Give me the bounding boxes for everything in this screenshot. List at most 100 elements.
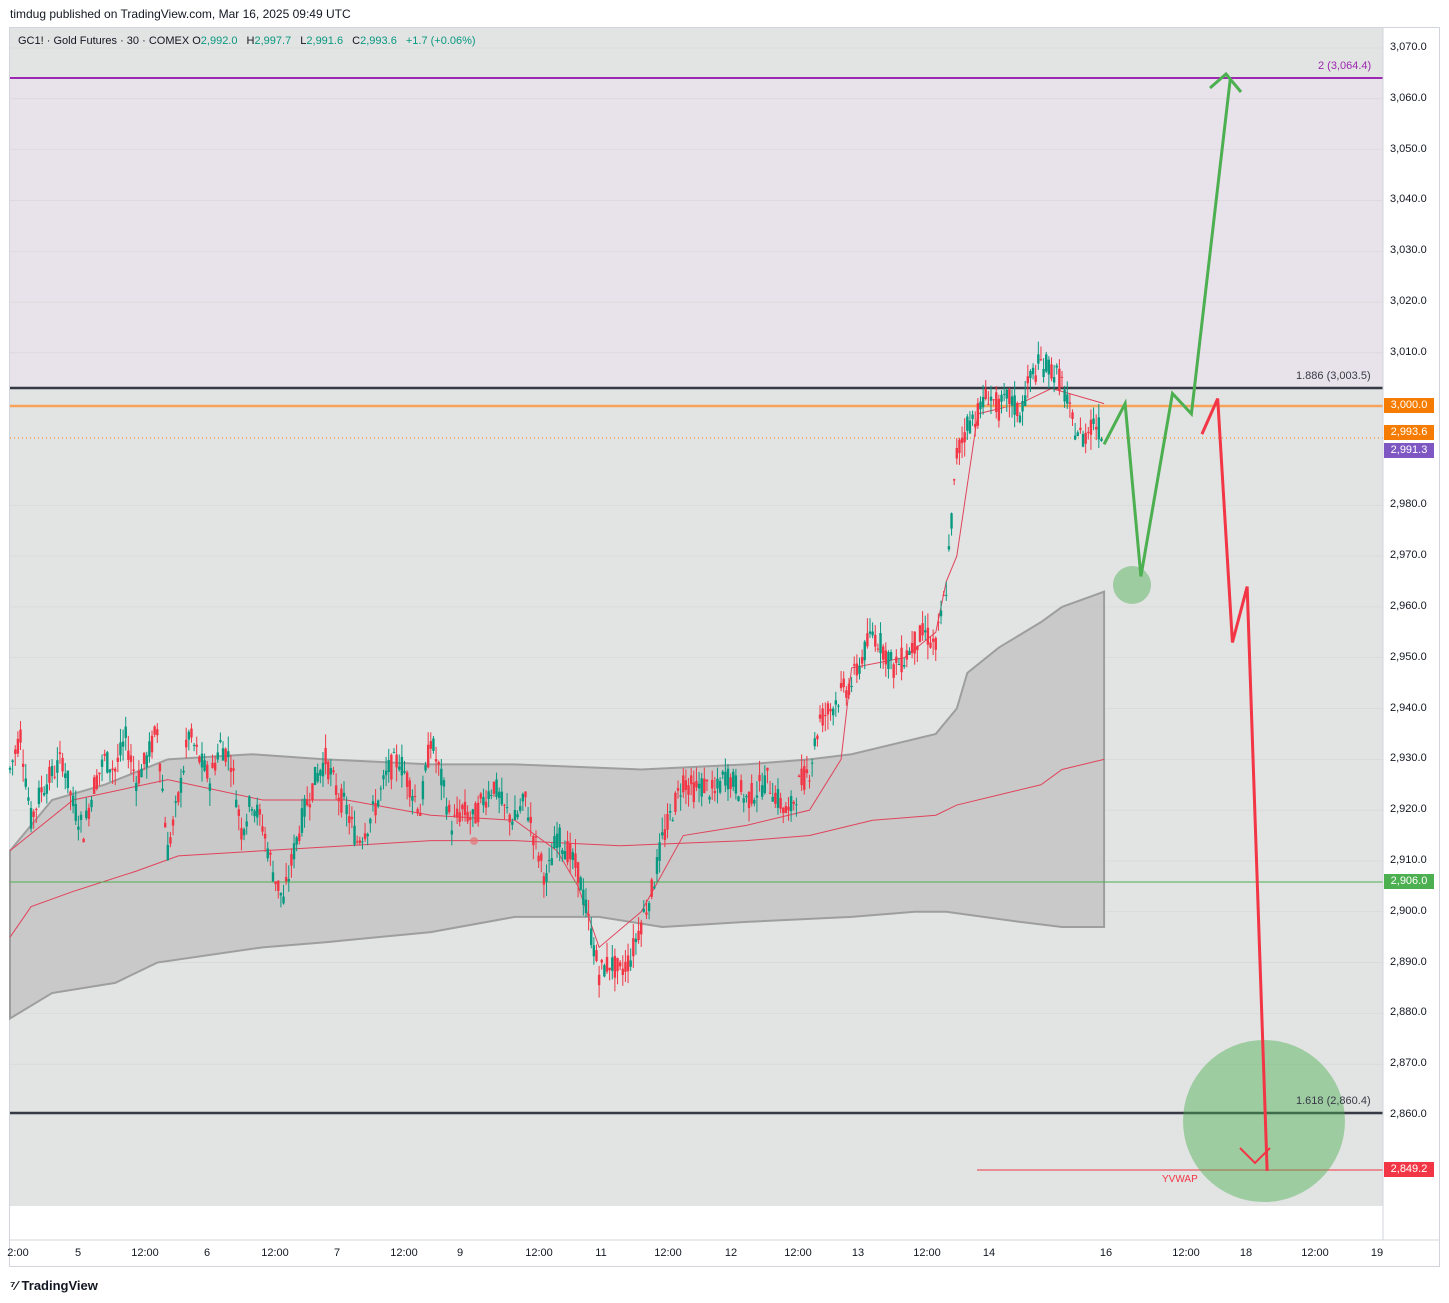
candle-body	[150, 735, 154, 753]
candle-body	[934, 638, 937, 650]
candle-body	[529, 816, 532, 824]
candle-body	[855, 663, 859, 676]
candle-body	[553, 836, 556, 849]
bearish-arrowhead	[1239, 1147, 1271, 1165]
candle-body	[634, 938, 638, 943]
candle-body	[845, 690, 848, 698]
candle-body	[484, 801, 488, 808]
candle-body	[737, 796, 740, 802]
candle-body	[69, 791, 72, 796]
candle-body	[348, 816, 351, 823]
candle-body	[987, 403, 990, 405]
candle-body	[895, 656, 898, 663]
candle-body	[98, 772, 101, 775]
candle-body	[1073, 435, 1077, 440]
candle-body	[884, 650, 887, 665]
candle-body	[703, 778, 706, 794]
candle-body	[813, 738, 816, 747]
candle-body	[327, 761, 330, 780]
candle-body	[300, 808, 304, 833]
candle-body	[642, 909, 646, 912]
candle-body	[119, 742, 122, 756]
candle-body	[587, 914, 590, 916]
candle-body	[95, 775, 98, 789]
open-key: O	[192, 35, 201, 47]
chart-frame[interactable]	[9, 27, 1440, 1267]
candle-body	[705, 779, 709, 782]
time-tick-label: 13	[851, 1247, 865, 1259]
candle-body	[771, 796, 774, 802]
candle-body	[853, 664, 856, 666]
candle-body	[905, 650, 909, 660]
close-value: 2,993.6	[360, 35, 397, 47]
candle-body	[261, 826, 264, 832]
time-tick-label: 11	[595, 1247, 607, 1259]
candle-body	[500, 791, 504, 805]
price-tick-label: 2,920.0	[1390, 803, 1427, 816]
candle-body	[784, 806, 788, 814]
candle-body	[277, 880, 280, 891]
candle-body	[216, 752, 219, 760]
candle-body	[37, 787, 41, 805]
candle-body	[582, 889, 585, 905]
candle-body	[358, 840, 361, 844]
tradingview-logo[interactable]: ⁷⁄ TradingView	[10, 1278, 98, 1293]
price-tick-label: 2,930.0	[1390, 752, 1427, 765]
candle-body	[1079, 427, 1082, 431]
candle-body	[140, 768, 143, 778]
candle-body	[1018, 415, 1022, 423]
candle-body	[889, 652, 893, 660]
candle-body	[584, 899, 588, 914]
candle-body	[995, 392, 998, 413]
candle-body	[114, 768, 117, 772]
candle-body	[103, 753, 106, 756]
candle-body	[400, 756, 404, 776]
candle-body	[516, 814, 519, 818]
candle-body	[700, 778, 703, 797]
candle-body	[513, 810, 517, 820]
time-tick-label: 18	[1239, 1247, 1253, 1259]
price-tick-label: 2,960.0	[1390, 599, 1427, 612]
candle-body	[1055, 365, 1058, 368]
symbol-name: GC1! · Gold Futures · 30 · COMEX	[18, 35, 190, 47]
candle-body	[369, 818, 372, 824]
candle-body	[1068, 402, 1072, 404]
time-tick-label: 12:00	[261, 1247, 289, 1259]
candle-body	[14, 749, 17, 754]
candle-body	[195, 744, 198, 747]
candle-body	[308, 804, 312, 808]
candle-body	[111, 768, 114, 771]
candle-body	[616, 957, 619, 972]
candle-body	[492, 781, 496, 794]
candle-body	[968, 420, 972, 434]
price-tick-label: 2,950.0	[1390, 650, 1427, 663]
candle-body	[321, 762, 325, 777]
candle-body	[382, 775, 385, 780]
candle-body	[411, 795, 414, 801]
time-tick-label: 12:00	[525, 1247, 553, 1259]
candle-body	[734, 775, 738, 794]
candle-body	[384, 770, 388, 776]
candle-body	[490, 794, 493, 796]
candle-body	[566, 840, 569, 863]
candle-body	[561, 850, 564, 855]
candle-body	[279, 892, 283, 896]
candle-body	[524, 791, 527, 798]
candle-body	[1023, 395, 1027, 407]
candle-body	[56, 760, 59, 773]
time-tick-label: 12:00	[784, 1247, 812, 1259]
candle-body	[403, 771, 406, 773]
candle-body	[1097, 417, 1101, 440]
candle-body	[508, 814, 511, 823]
vwap-anchored-line	[9, 387, 1105, 949]
candle-body	[511, 821, 514, 825]
candle-body	[947, 546, 951, 550]
candle-body	[495, 779, 498, 797]
candle-body	[450, 830, 454, 835]
candle-body	[455, 808, 459, 818]
candle-body	[305, 799, 309, 806]
candle-body	[505, 807, 509, 809]
candle-body	[545, 873, 548, 882]
candle-body	[127, 750, 130, 760]
